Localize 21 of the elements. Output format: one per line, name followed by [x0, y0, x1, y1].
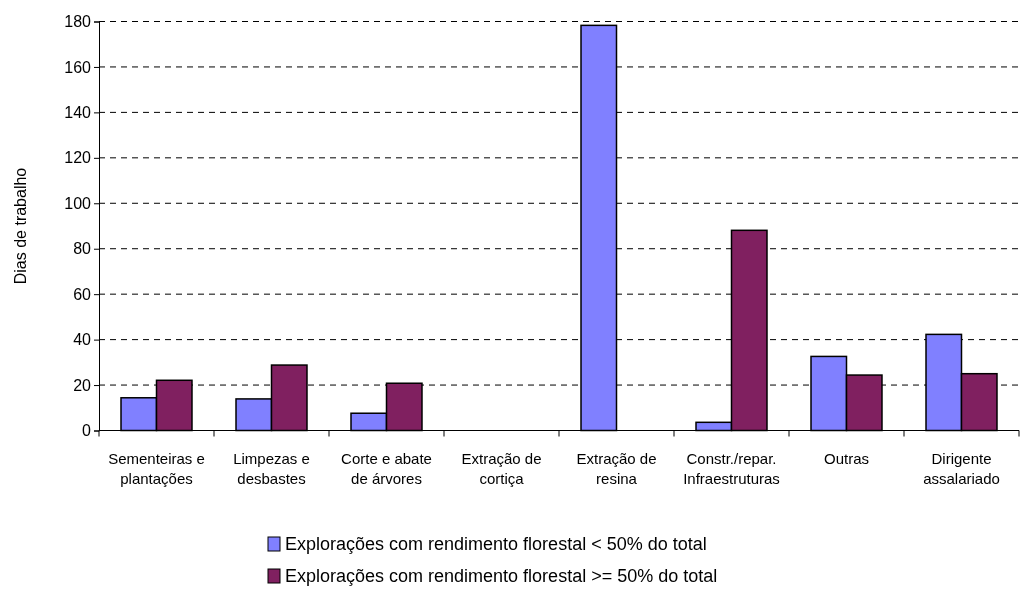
y-tick-label: 20 [73, 376, 92, 394]
x-tick-label: Constr./repar. Infraestruturas [683, 449, 780, 487]
x-tick-label: Limpezas e desbastes [233, 449, 310, 487]
y-tick-label: 140 [64, 104, 92, 122]
x-tick-label: Extração de cortiça [461, 449, 542, 487]
x-tick-label: Corte e abate de árvores [341, 449, 432, 487]
y-tick-label: 80 [73, 240, 92, 258]
y-axis-title: Dias de trabalho [12, 167, 29, 285]
y-tick-label: 120 [64, 149, 92, 167]
legend-label: Explorações com rendimento florestal < 50% do total [285, 534, 707, 554]
x-tick-label: Outras [823, 449, 870, 467]
y-tick-label: 60 [73, 285, 92, 303]
x-tick-label: Dirigente assalariado [923, 449, 1000, 487]
legend-label: Explorações com rendimento florestal >= 50% do total [285, 566, 718, 586]
y-tick-label: 160 [64, 58, 92, 76]
y-tick-label: 40 [73, 331, 92, 349]
y-tick-label: 180 [64, 13, 92, 31]
y-tick-label: 0 [82, 422, 92, 440]
x-tick-label: Extração de resina [576, 449, 657, 487]
x-tick-label: Sementeiras e plantações [108, 449, 205, 487]
y-tick-label: 100 [64, 194, 92, 212]
